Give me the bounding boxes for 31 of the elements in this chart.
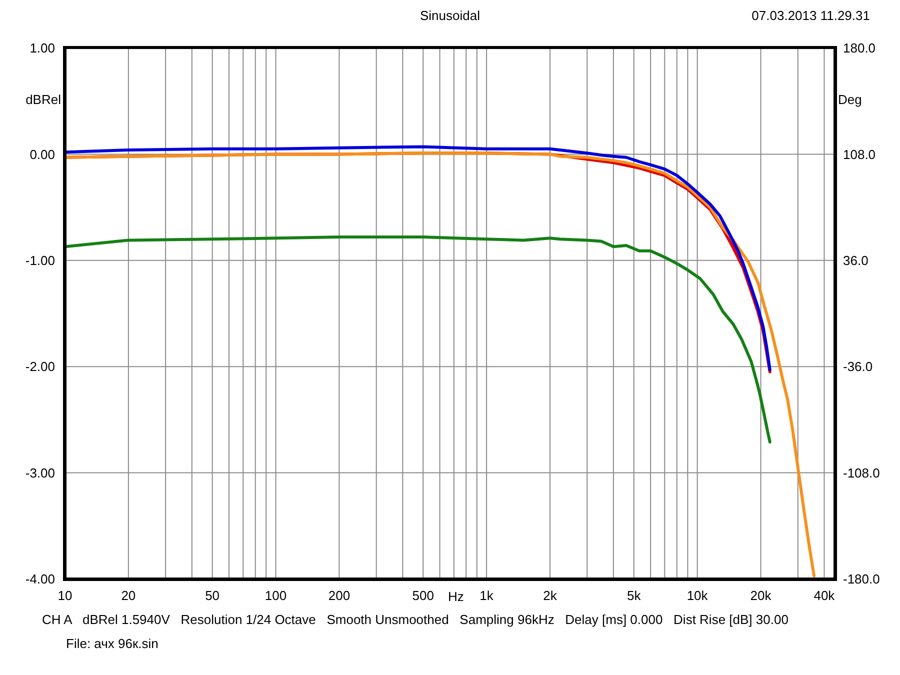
text: File: ачх 96к.sin <box>66 636 158 651</box>
x-tick-label: 10k <box>686 588 708 604</box>
x-tick-label: 20k <box>750 588 772 604</box>
y-tick-label: -2.00 <box>25 359 55 374</box>
y2-tick-label: -36.0 <box>843 359 873 374</box>
chart-subtitle: 07.03.2013 11.29.31 <box>752 8 870 23</box>
y2-tick-label: 108.0 <box>843 146 876 162</box>
x-tick-label: 50 <box>205 588 220 604</box>
x-axis-title: Hz <box>448 589 464 604</box>
y2-tick-label: 180.0 <box>843 40 876 56</box>
y-tick-label: -4.00 <box>25 572 55 587</box>
text: CH A dBRel 1.5940V Resolution 1/24 Octave Smooth Unsmoothed Sampling 96kHz Delay [ms] 0.000 Dist Rise [dB] 30.00 <box>42 612 788 627</box>
x-tick-label: 20 <box>121 588 136 604</box>
y2-tick-label: -108.0 <box>843 465 880 480</box>
y-tick-label: 1.00 <box>30 40 55 56</box>
x-tick-label: 1k <box>480 588 494 604</box>
x-tick-label: 40k <box>814 588 836 604</box>
x-tick-label: 500 <box>412 588 434 604</box>
x-tick-label: 100 <box>264 588 287 604</box>
y2-tick-label: 36.0 <box>843 253 868 268</box>
y2-axis-title: Deg <box>838 92 862 107</box>
y-tick-label: -1.00 <box>25 253 55 268</box>
x-tick-label: 10 <box>58 588 72 604</box>
y2-tick-label: -180.0 <box>843 572 880 587</box>
x-tick-label: 200 <box>328 588 350 604</box>
x-tick-label: 2k <box>543 588 558 604</box>
chart-title: Sinusoidal <box>420 8 480 23</box>
y-tick-label: -3.00 <box>25 465 55 480</box>
x-tick-label: 5k <box>627 588 642 604</box>
y-axis-title: dBRel <box>26 92 61 107</box>
y-tick-label: 0.00 <box>30 146 55 162</box>
